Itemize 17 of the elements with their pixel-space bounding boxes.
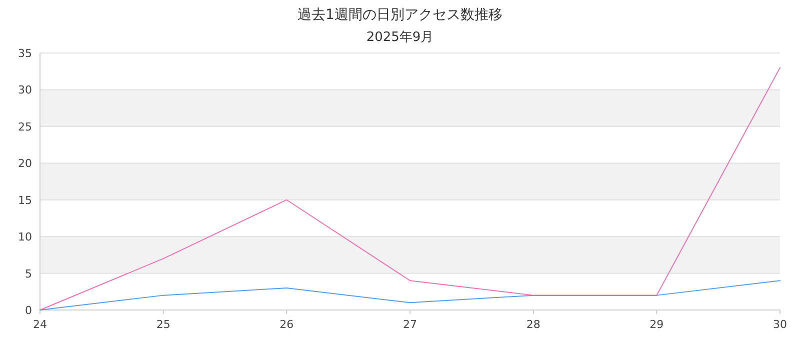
y-tick-label: 15 — [18, 194, 32, 207]
x-tick-label: 25 — [156, 318, 170, 331]
y-tick-label: 20 — [18, 157, 32, 170]
x-tick-label: 24 — [33, 318, 47, 331]
chart-title: 過去1週間の日別アクセス数推移 — [298, 7, 502, 23]
y-tick-label: 35 — [18, 47, 32, 60]
y-tick-label: 0 — [25, 304, 32, 317]
x-tick-label: 26 — [280, 318, 294, 331]
x-tick-label: 30 — [773, 318, 787, 331]
y-tick-label: 5 — [25, 267, 32, 280]
chart-subtitle: 2025年9月 — [366, 30, 434, 45]
x-tick-label: 28 — [526, 318, 540, 331]
y-tick-label: 30 — [18, 84, 32, 97]
y-tick-label: 10 — [18, 230, 32, 244]
x-tick-label: 27 — [403, 318, 417, 331]
x-tick-label: 29 — [650, 318, 664, 331]
y-tick-label: 25 — [18, 120, 32, 134]
